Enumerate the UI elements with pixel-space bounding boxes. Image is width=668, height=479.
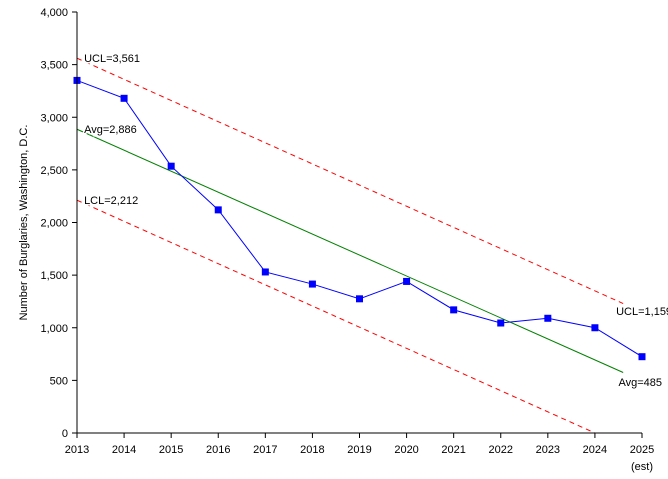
lcl-line [76,199,596,434]
y-tick-label: 500 [50,375,68,387]
x-tick-label: 2016 [206,444,230,456]
x-tick-label: 2018 [300,444,324,456]
annotation-label: Avg=485 [618,377,662,389]
y-tick-label: 3,000 [40,112,68,124]
y-tick-label: 1,500 [40,270,68,282]
ucl-line [76,57,624,304]
x-tick-label: 2020 [394,444,418,456]
data-point [591,324,599,332]
data-series [73,76,646,361]
x-tick-label: 2025 [630,444,654,456]
annotation-label: Avg=2,886 [84,124,137,136]
data-point [167,162,175,170]
data-point [308,280,316,288]
y-tick-label: 1,000 [40,323,68,335]
data-point [214,206,222,214]
x-tick-label: 2017 [253,444,277,456]
data-point [544,314,552,322]
data-point [356,295,363,303]
x-tick-label: 2023 [536,444,560,456]
data-point [497,319,505,327]
x-tick-label: 2013 [65,444,89,456]
avg-line [76,128,624,373]
x-tick-label: 2024 [583,444,607,456]
annotation-label: UCL=1,159 [616,306,668,318]
axes: 0 500 1,000 1,500 2,000 2,500 3,000 3,500 4,000 2… [40,7,654,473]
x-tick-label: 2019 [347,444,371,456]
data-point [403,277,411,285]
data-point [120,94,128,102]
data-point [450,306,458,314]
data-point [638,353,646,361]
y-tick-label: 3,500 [40,60,68,72]
annotation-label: LCL=2,212 [84,195,138,207]
annotations: UCL=3,561 Avg=2,886 LCL=2,212 UCL=1,159 Avg=… [83,52,668,391]
series-line [76,79,643,358]
x-tick-sublabel: (est) [631,461,653,473]
reference-lines [76,57,624,434]
data-point [261,268,269,276]
y-tick-label: 0 [62,428,68,440]
x-tick-label: 2015 [159,444,183,456]
y-tick-label: 2,000 [40,218,68,230]
x-tick-label: 2021 [441,444,465,456]
annotation-label: UCL=3,561 [84,53,140,65]
y-axis-title: Number of Burglaries, Washington, D.C. [18,125,30,321]
x-tick-label: 2014 [112,444,136,456]
x-tick-label: 2022 [489,444,513,456]
y-tick-label: 4,000 [40,7,68,19]
y-tick-label: 2,500 [40,165,68,177]
